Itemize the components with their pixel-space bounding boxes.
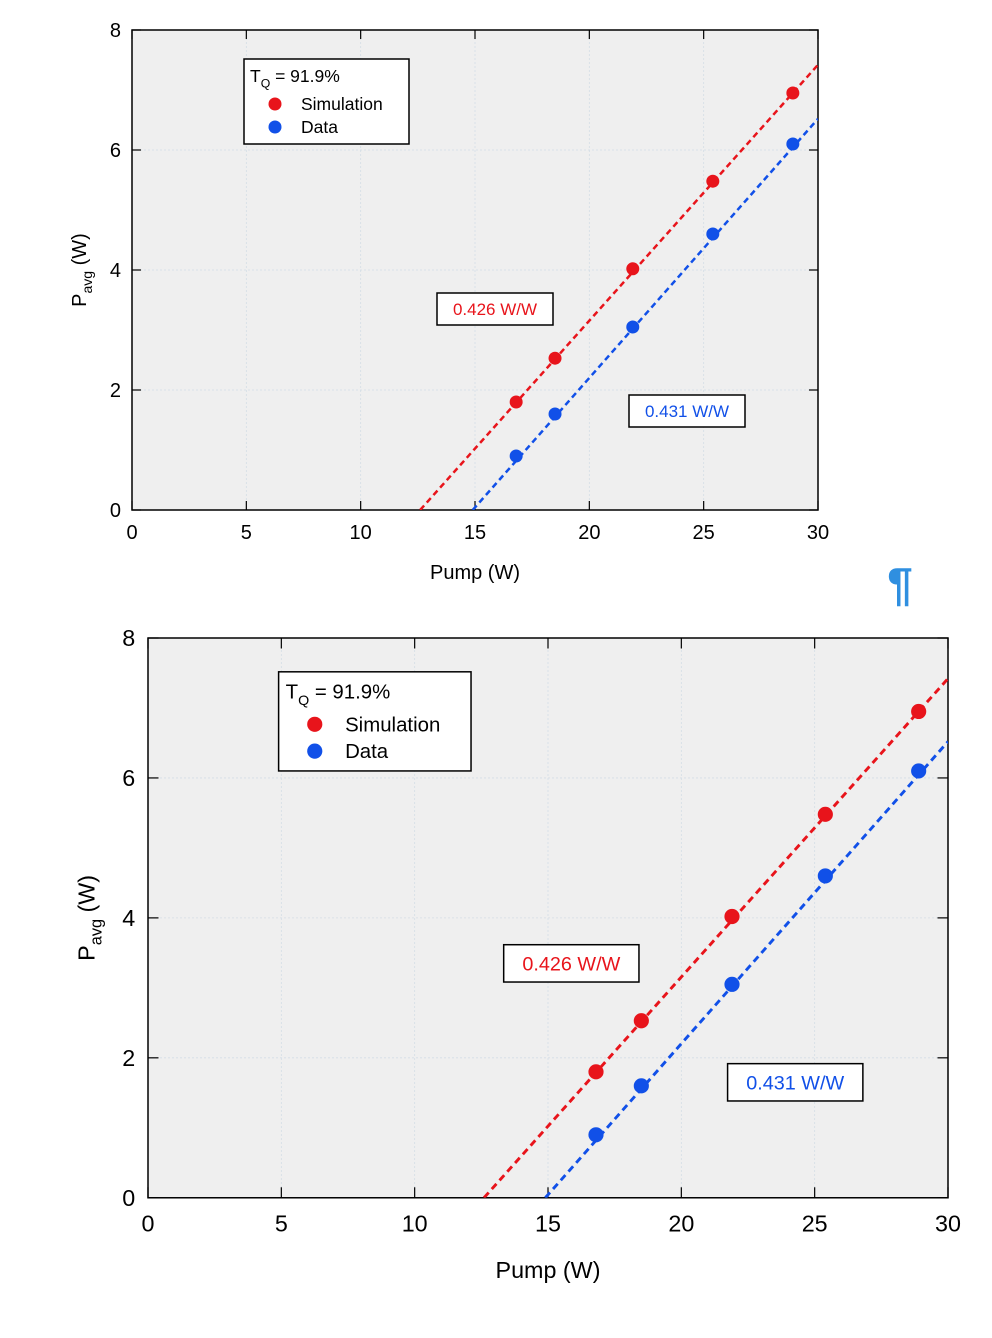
y-tick-label: 8 bbox=[122, 625, 135, 651]
legend-title: TQ = 91.9% bbox=[286, 682, 391, 709]
annotation: 0.431 W/W bbox=[645, 402, 729, 421]
legend-marker bbox=[268, 97, 282, 111]
annotation-box bbox=[436, 292, 554, 326]
point bbox=[911, 703, 927, 720]
plot-frame bbox=[147, 637, 949, 1199]
plot-frame bbox=[131, 29, 819, 511]
y-axis-label: Pavg (W) bbox=[73, 875, 105, 961]
point bbox=[706, 174, 720, 188]
x-tick-label: 15 bbox=[464, 522, 486, 544]
y-tick-label: 4 bbox=[122, 905, 135, 931]
annotation: 0.431 W/W bbox=[746, 1072, 844, 1094]
legend-title-main: T bbox=[286, 682, 298, 704]
x-tick-label: 20 bbox=[578, 522, 600, 544]
point bbox=[588, 1127, 604, 1143]
y-tick-label: 2 bbox=[122, 1045, 135, 1071]
y-tick-label: 6 bbox=[110, 140, 121, 162]
x-tick-label: 0 bbox=[142, 1211, 155, 1237]
point bbox=[633, 1013, 649, 1029]
y-tick-label: 0 bbox=[110, 500, 121, 522]
point bbox=[817, 806, 833, 822]
y-axis-label-rest: (W) bbox=[73, 875, 99, 919]
point bbox=[706, 227, 720, 241]
fit-line bbox=[471, 117, 818, 510]
point bbox=[724, 908, 740, 925]
legend-marker bbox=[307, 743, 323, 759]
x-tick-label: 25 bbox=[693, 522, 715, 544]
x-tick-label: 15 bbox=[535, 1211, 561, 1237]
legend-title-main: T bbox=[250, 66, 261, 86]
annotation-box bbox=[502, 943, 640, 983]
legend-title-sub: Q bbox=[298, 693, 309, 709]
chart: 0 5 10 15 20 25 30 0 2 4 6 8 Pump (W) Pavg (W) TQ = 91… bbox=[73, 625, 961, 1283]
x-tick-label: 5 bbox=[241, 522, 252, 544]
point bbox=[509, 449, 523, 463]
point bbox=[724, 976, 740, 992]
point bbox=[509, 395, 523, 409]
legend-title-rest: = 91.9% bbox=[270, 66, 340, 86]
y-tick-label: 2 bbox=[110, 380, 121, 402]
y-axis-label-rest: (W) bbox=[69, 233, 91, 271]
x-tick-label: 5 bbox=[275, 1211, 288, 1237]
x-tick-label: 25 bbox=[802, 1211, 828, 1237]
chart: 0 5 10 15 20 25 30 0 2 4 6 8 Pump (W) Pavg (W) TQ = 91… bbox=[69, 20, 829, 584]
y-axis-label-main: P bbox=[73, 945, 99, 961]
x-axis-label: Pump (W) bbox=[430, 562, 520, 584]
legend-label: Simulation bbox=[301, 94, 383, 114]
point bbox=[786, 137, 800, 151]
legend-label: Simulation bbox=[345, 714, 440, 736]
y-tick-label: 0 bbox=[122, 1185, 135, 1211]
x-tick-label: 0 bbox=[126, 522, 137, 544]
point bbox=[633, 1078, 649, 1094]
x-tick-label: 30 bbox=[935, 1211, 961, 1237]
legend-marker bbox=[307, 716, 323, 732]
annotation-box bbox=[628, 394, 746, 428]
y-axis-label-main: P bbox=[69, 294, 91, 307]
pilcrow: ¶ bbox=[887, 558, 913, 610]
x-tick-label: 30 bbox=[807, 522, 829, 544]
y-axis-label: Pavg (W) bbox=[69, 233, 95, 307]
legend-title: TQ = 91.9% bbox=[250, 66, 340, 90]
annotation-box bbox=[726, 1062, 864, 1102]
annotation: 0.426 W/W bbox=[522, 953, 620, 975]
point bbox=[786, 86, 800, 100]
x-tick-label: 10 bbox=[350, 522, 372, 544]
point bbox=[588, 1064, 604, 1080]
y-tick-label: 8 bbox=[110, 20, 121, 42]
point bbox=[911, 763, 927, 779]
legend-label: Data bbox=[345, 741, 389, 763]
point bbox=[626, 262, 640, 276]
y-axis-label-sub: avg bbox=[87, 919, 105, 945]
point bbox=[548, 351, 562, 365]
point bbox=[548, 407, 562, 421]
x-axis-label: Pump (W) bbox=[496, 1257, 601, 1283]
legend-label: Data bbox=[301, 117, 338, 137]
legend-title-sub: Q bbox=[261, 76, 271, 90]
x-tick-label: 10 bbox=[402, 1211, 428, 1237]
plot-marks bbox=[419, 63, 818, 510]
y-tick-label: 6 bbox=[122, 765, 135, 791]
plot-marks bbox=[482, 677, 948, 1198]
point bbox=[626, 320, 640, 334]
x-tick-label: 20 bbox=[668, 1211, 694, 1237]
annotation: 0.426 W/W bbox=[453, 300, 537, 319]
y-tick-label: 4 bbox=[110, 260, 121, 282]
legend-title-rest: = 91.9% bbox=[309, 682, 390, 704]
point bbox=[817, 868, 833, 884]
y-axis-label-sub: avg bbox=[79, 271, 95, 294]
legend-marker bbox=[268, 120, 282, 134]
fit-line bbox=[544, 740, 948, 1198]
